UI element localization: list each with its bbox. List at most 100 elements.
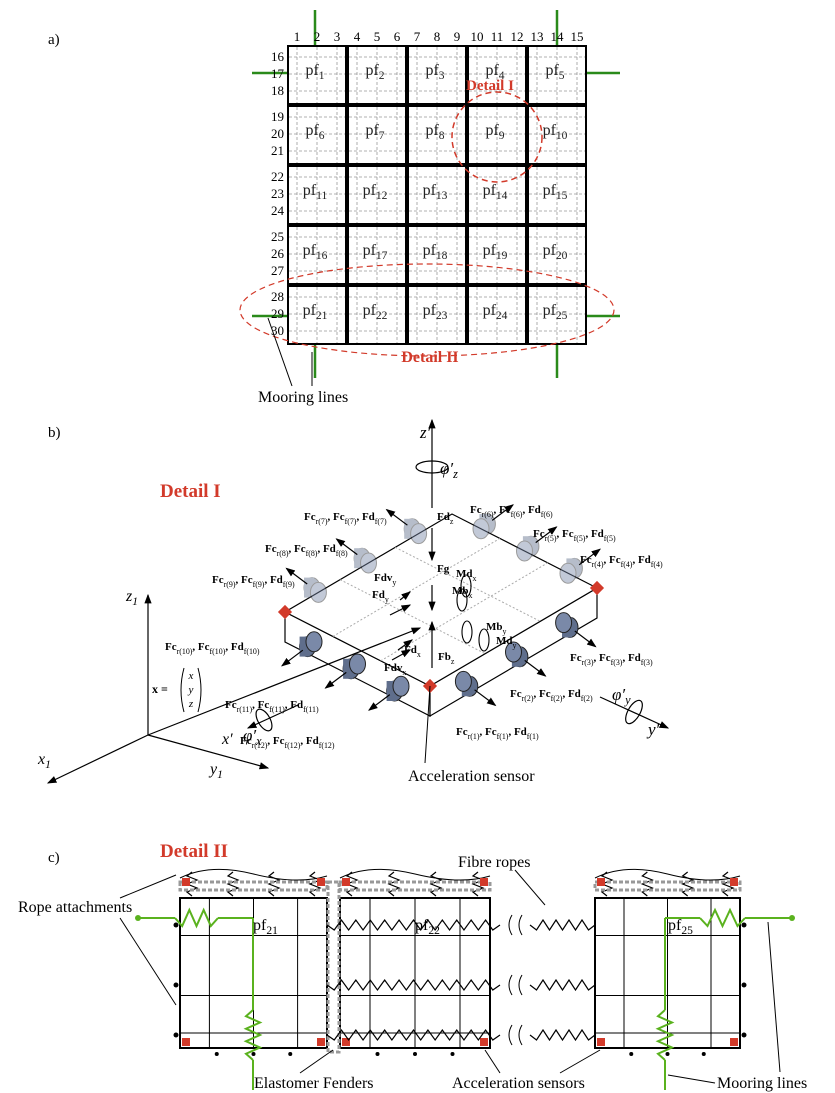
row-number: 20 [271,126,284,141]
text-run: Fc [580,554,592,566]
text-run: , Fc [252,699,269,711]
annotation: Mooring lines [717,1075,807,1092]
acceleration-sensor [182,1038,190,1046]
subscript: f(3) [641,658,653,667]
subscript: f(2) [581,694,593,703]
attachment [174,983,179,988]
column-number: 3 [334,29,341,44]
line [120,918,176,1005]
fender-face [393,676,409,696]
attachment [215,1052,219,1056]
detail-title: Detail I [160,481,221,502]
text-run: , Fc [192,641,209,653]
subscript: f(11) [303,705,319,714]
subscript: f(4) [651,560,663,569]
text-run: pf [365,62,379,79]
subscript: f(11) [269,705,285,714]
text-run: , Fc [603,554,620,566]
subscript: 22 [428,925,440,937]
fender-face [517,541,533,561]
subscript: z [450,517,454,526]
spring [175,910,218,926]
attachment [742,923,747,928]
column-number: 6 [394,29,401,44]
attachment [742,983,747,988]
subscript: 1 [217,769,223,781]
acceleration-sensor [730,878,738,886]
subscript: f(5) [574,534,586,543]
row-number: 22 [271,169,284,184]
subscript: 10 [556,130,568,142]
text-run: , Fc [267,735,284,747]
text-run: pf [363,242,377,259]
spring [228,872,238,896]
break [509,915,522,935]
fender-row [595,882,740,890]
fender-face [455,671,471,691]
text-run: Fc [212,574,224,586]
figure: a) b) c) Detail I Detail II pf1pf2pf3pf4… [0,0,835,1093]
spring [530,920,595,930]
text-run: , Fd [632,554,650,566]
fender-face [350,654,366,674]
platform-label: pf8 [425,122,444,142]
subscript: 2 [379,70,385,82]
text-run: , Fc [479,726,496,738]
text-run: Fc [265,543,277,555]
label: Fcr(1), Fcf(1), Fdf(1) [456,726,539,741]
arrow [475,690,496,706]
text-run: , Fd [508,726,526,738]
detail-label: Detail I [466,78,514,94]
text-run: pf [483,242,497,259]
row-number: 18 [271,83,284,98]
spring [642,872,652,896]
text-run: Fc [304,511,316,523]
annotation: Elastomer Fenders [254,1075,374,1092]
label: Fcr(5), Fcf(5), Fdf(5) [533,528,616,543]
row-number: 23 [271,186,284,201]
text-run: pf [303,182,317,199]
fender-face [560,563,576,583]
subscript: x [402,668,406,677]
text-run: , Fc [533,688,550,700]
subscript: 19 [496,250,508,262]
platform-label: pf22 [415,917,440,937]
text-run: pf [423,302,437,319]
platform-label: pf16 [303,242,328,262]
row-number: 17 [271,66,285,81]
subscript: x [255,734,262,748]
subscript: 15 [556,190,568,202]
subscript: r(4) [592,560,604,569]
attachment [376,1052,380,1056]
annotation: Acceleration sensor [408,768,535,785]
subscript: 1 [132,596,138,608]
subscript: x [417,650,421,659]
subscript: f(12) [319,741,335,750]
arrow [525,660,546,676]
row-number: 21 [271,143,284,158]
subscript: 14 [496,190,508,202]
attachment [288,1052,292,1056]
text-run: , Fd [622,652,640,664]
subscript: f(6) [511,510,523,519]
subscript: f(1) [497,732,509,741]
text-run: Md [496,635,513,647]
attachment [702,1052,706,1056]
text-run: pf [545,62,559,79]
subscript: f(2) [551,694,563,703]
label: Fcr(2), Fcf(2), Fdf(2) [510,688,593,703]
spring [389,872,399,896]
platform-label: pf12 [363,182,388,202]
text-run: x′ [221,731,233,748]
subscript: 5 [559,70,565,82]
subscript: x [473,574,477,583]
label: Fcr(10), Fcf(10), Fdf(10) [165,641,260,656]
subscript: f(4) [621,560,633,569]
text-run: pf [543,122,557,139]
spring [530,980,595,990]
platform-label: pf25 [668,917,693,937]
label: x′ [221,731,233,748]
annotation: Mooring lines [258,389,348,406]
text-run: Fg [437,563,450,575]
platform-label: pf18 [423,242,448,262]
